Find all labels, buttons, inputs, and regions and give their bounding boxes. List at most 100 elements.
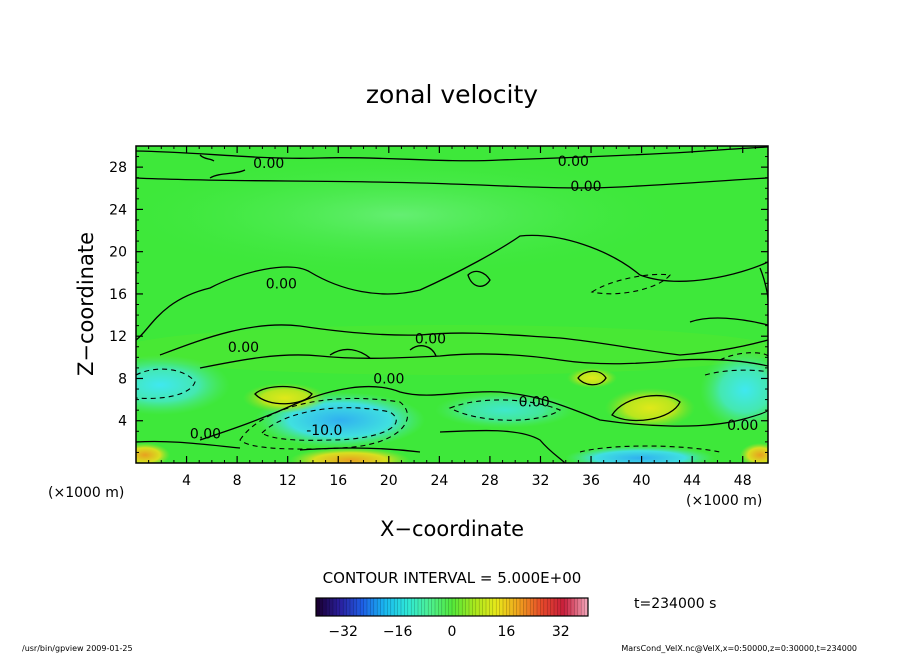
contour-label: 0.00 bbox=[373, 371, 404, 387]
footer-right: MarsCond_VelX.nc@VelX,x=0:50000,z=0:3000… bbox=[621, 644, 857, 653]
colorbar-tick-label: 32 bbox=[552, 624, 570, 640]
mid-band bbox=[136, 325, 768, 375]
y-tick-label: 16 bbox=[109, 287, 127, 303]
colorbar-segment bbox=[441, 598, 446, 616]
x-tick-label: 4 bbox=[182, 473, 191, 489]
colorbar-segment bbox=[380, 598, 385, 616]
y-axis: 4 8 12 16 20 24 28 bbox=[109, 156, 768, 453]
colorbar-segment bbox=[533, 598, 538, 616]
colorbar-segment bbox=[336, 598, 341, 616]
contour-band-zero bbox=[199, 353, 768, 369]
colorbar-segment bbox=[367, 598, 371, 616]
y-tick-label: 24 bbox=[109, 202, 127, 218]
colorbar-segment bbox=[584, 598, 589, 616]
colorbar-tick-label: 0 bbox=[448, 624, 457, 640]
colorbar-segment bbox=[322, 598, 327, 616]
contour-label: 0.00 bbox=[190, 426, 221, 442]
colorbar-segment bbox=[401, 598, 405, 616]
x-tick-label: 8 bbox=[233, 473, 242, 489]
footer-left: /usr/bin/gpview 2009-01-25 bbox=[22, 644, 133, 653]
colorbar-segment bbox=[469, 598, 473, 616]
x-unit-left: (×1000 m) bbox=[48, 485, 124, 501]
colorbar-segment bbox=[424, 598, 429, 616]
x-tick-label: 28 bbox=[481, 473, 499, 489]
colorbar-segment bbox=[390, 598, 395, 616]
x-tick-label: 16 bbox=[329, 473, 347, 489]
colorbar-tick-label: 16 bbox=[497, 624, 515, 640]
colorbar-segment bbox=[560, 598, 565, 616]
colorbar-segment bbox=[574, 598, 579, 616]
colorbar-segment bbox=[350, 598, 354, 616]
colorbar-segment bbox=[458, 598, 463, 616]
bottom-right-cyan-region bbox=[565, 446, 715, 463]
contour-label: 0.00 bbox=[266, 276, 297, 292]
colorbar-segment bbox=[581, 598, 585, 616]
colorbar-segment bbox=[414, 598, 419, 616]
colorbar-segment bbox=[492, 598, 497, 616]
colorbar-tick-label: −16 bbox=[383, 624, 413, 640]
x-axis: 4 8 12 16 20 24 28 32 36 40 44 48 bbox=[148, 146, 756, 489]
colorbar-segment bbox=[407, 598, 412, 616]
colorbar-segment bbox=[496, 598, 500, 616]
contour-upper-zero bbox=[136, 177, 768, 189]
colorbar-segment bbox=[360, 598, 364, 616]
orange-blob-bottom-left bbox=[136, 443, 170, 463]
colorbar-segment bbox=[455, 598, 460, 616]
y-tick-label: 4 bbox=[118, 414, 127, 430]
contour-lines bbox=[136, 146, 768, 463]
y-tick-label: 20 bbox=[109, 245, 127, 261]
colorbar-segment bbox=[445, 598, 449, 616]
colorbar-segment bbox=[333, 598, 337, 616]
y-tick-label: 28 bbox=[109, 160, 127, 176]
colorbar-segment bbox=[472, 598, 477, 616]
colorbar-segment bbox=[339, 598, 344, 616]
dashed-bottom-right bbox=[579, 445, 721, 453]
y-tick-label: 12 bbox=[109, 329, 127, 345]
colorbar-segment bbox=[462, 598, 466, 616]
colorbar-segment bbox=[452, 598, 456, 616]
contour-label: 0.00 bbox=[519, 395, 550, 411]
contour-wiggle-left bbox=[199, 154, 246, 179]
time-label: t=234000 s bbox=[634, 596, 716, 612]
contour-lower-zero bbox=[159, 324, 768, 356]
contour-yellow-right bbox=[611, 394, 681, 422]
colorbar-segment bbox=[373, 598, 378, 616]
colorbar-segment bbox=[343, 598, 347, 616]
x-tick-label: 44 bbox=[683, 473, 701, 489]
colorbar bbox=[315, 597, 589, 617]
contour-yellow-upper bbox=[577, 370, 607, 386]
contour-label: 0.00 bbox=[415, 331, 446, 347]
colorbar-segment bbox=[479, 598, 483, 616]
colorbar-segment bbox=[394, 598, 398, 616]
mid-cyan-region bbox=[435, 392, 575, 428]
colorbar-segment bbox=[537, 598, 541, 616]
colorbar-segment bbox=[530, 598, 534, 616]
colorbar-segment bbox=[353, 598, 358, 616]
colorbar-segment bbox=[397, 598, 402, 616]
orange-blob-bottom-right bbox=[740, 443, 768, 463]
colorbar-segment bbox=[564, 598, 568, 616]
colorbar-segment bbox=[509, 598, 514, 616]
chart-title: zonal velocity bbox=[366, 80, 538, 109]
x-unit-right: (×1000 m) bbox=[686, 493, 762, 509]
colorbar-segment bbox=[418, 598, 422, 616]
colorbar-segment bbox=[567, 598, 572, 616]
colorbar-segment bbox=[523, 598, 528, 616]
colorbar-segment bbox=[363, 598, 368, 616]
contour-label: 0.00 bbox=[253, 156, 284, 172]
contour-label: -10.0 bbox=[306, 423, 342, 439]
dashed-minus-ten-center bbox=[261, 407, 397, 441]
y-axis-label: Z−coordinate bbox=[74, 232, 98, 376]
colorbar-segment bbox=[319, 598, 324, 616]
colorbar-segment bbox=[329, 598, 334, 616]
colorbar-segment bbox=[547, 598, 551, 616]
contour-label: 0.00 bbox=[228, 340, 259, 356]
colorbar-segment bbox=[540, 598, 545, 616]
colorbar-segment bbox=[438, 598, 443, 616]
colorbar-segment bbox=[489, 598, 494, 616]
plot-area: 0.00 0.00 0.00 0.00 0.00 0.00 0.00 0.00 0.00 0.00… bbox=[136, 146, 768, 463]
colorbar-segment bbox=[557, 598, 562, 616]
dashed-contours bbox=[136, 273, 768, 453]
colorbar-segment bbox=[326, 598, 330, 616]
colorbar-segment bbox=[482, 598, 487, 616]
